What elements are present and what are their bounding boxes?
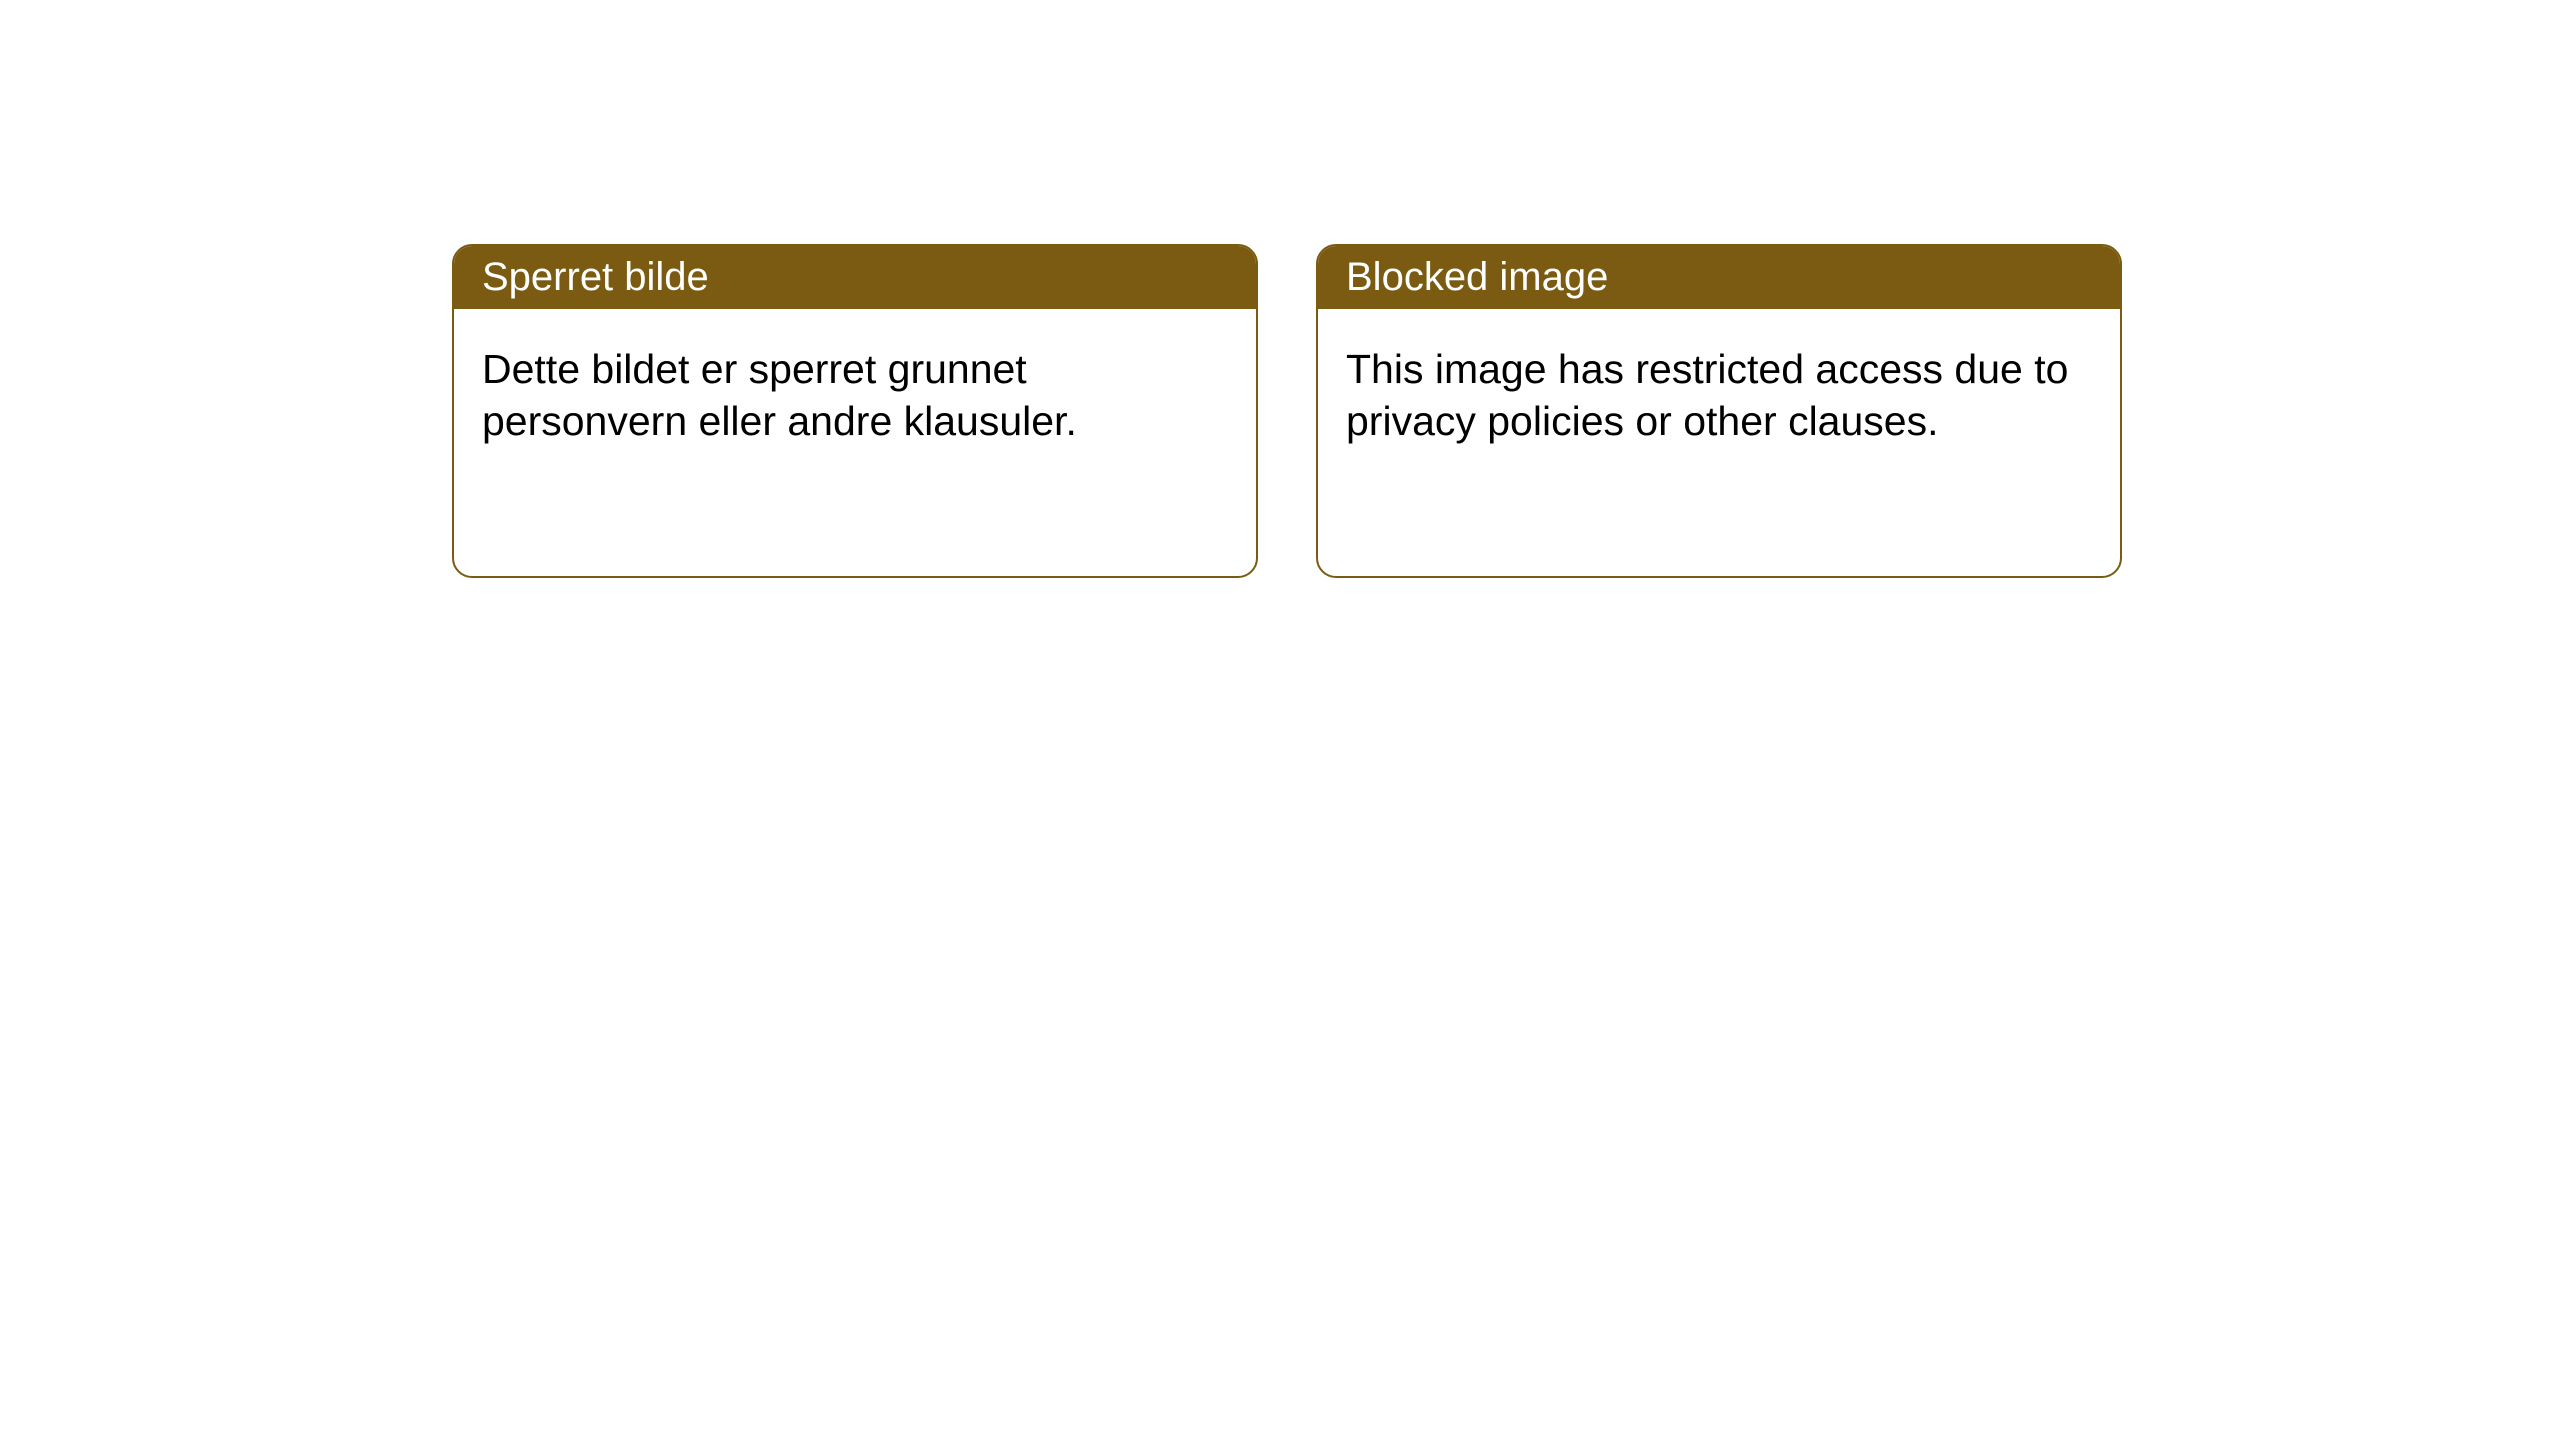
notice-card-english: Blocked image This image has restricted … [1316,244,2122,578]
notice-header: Sperret bilde [454,246,1256,309]
notice-title: Sperret bilde [482,255,709,299]
notice-title: Blocked image [1346,255,1608,299]
notice-body: Dette bildet er sperret grunnet personve… [454,309,1256,481]
notice-header: Blocked image [1318,246,2120,309]
notice-body: This image has restricted access due to … [1318,309,2120,481]
notice-text: Dette bildet er sperret grunnet personve… [482,346,1077,444]
notice-card-norwegian: Sperret bilde Dette bildet er sperret gr… [452,244,1258,578]
notice-text: This image has restricted access due to … [1346,346,2068,444]
notice-container: Sperret bilde Dette bildet er sperret gr… [0,0,2560,578]
